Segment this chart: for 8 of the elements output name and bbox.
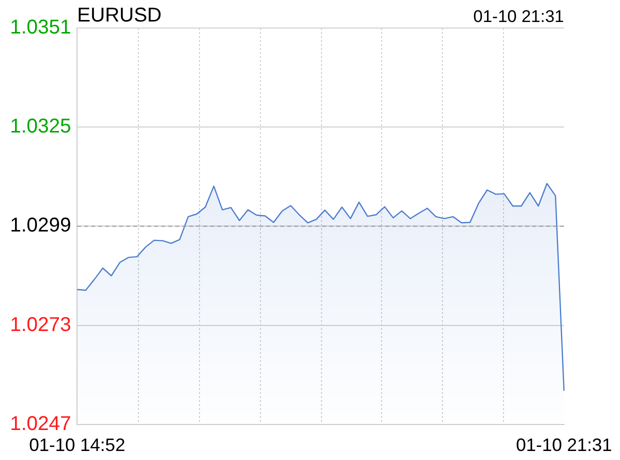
y-tick-label: 1.0325: [10, 116, 72, 138]
y-tick-label: 1.0247: [10, 412, 72, 435]
y-tick-label: 1.0299: [10, 214, 72, 237]
text: 01-10 21:31: [473, 7, 564, 26]
y-tick-label: 1.0273: [10, 314, 72, 336]
y-tick-label: 1.0351: [10, 16, 72, 39]
x-tick-label: 01-10 14:52: [29, 435, 126, 456]
chart-title: EURUSD: [77, 4, 162, 27]
